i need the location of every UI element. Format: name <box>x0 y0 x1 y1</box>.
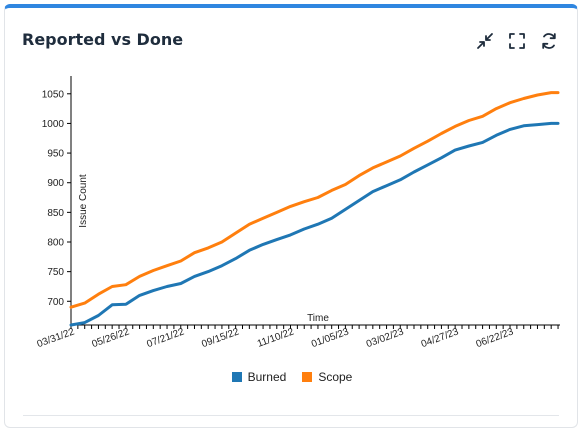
line-chart: 700 750 800 850 900 950 1000 1050 03/31/22 05/26… <box>36 76 560 350</box>
x-tick-label: 07/21/22 <box>145 326 186 350</box>
x-tick-label: 06/22/23 <box>475 326 516 350</box>
x-tick-label: 09/15/22 <box>200 326 241 350</box>
chart-legend: Burned Scope <box>5 370 579 384</box>
card-toolbar <box>475 31 559 51</box>
series-line-scope <box>69 91 560 309</box>
y-axis: 700 750 800 850 900 950 1000 1050 <box>42 76 72 325</box>
y-axis-label: Issue Count <box>78 174 89 228</box>
y-tick-label: 1050 <box>42 89 65 100</box>
y-tick-label: 800 <box>47 238 64 249</box>
x-axis: 03/31/22 05/26/22 07/21/22 09/15/22 11/10/22… <box>36 324 560 350</box>
legend-swatch <box>302 372 313 382</box>
y-tick-label: 750 <box>47 267 64 278</box>
legend-item-burned[interactable]: Burned <box>231 370 287 384</box>
y-tick-label: 900 <box>47 178 64 189</box>
chart-card: Reported vs Done 700 750 800 850 900 950 1000 1… <box>4 4 578 428</box>
legend-label: Scope <box>318 370 353 384</box>
x-tick-label: 11/10/22 <box>256 326 296 350</box>
x-tick-label: 03/02/23 <box>365 326 406 350</box>
x-tick-label: 03/31/22 <box>36 326 77 350</box>
legend-item-scope[interactable]: Scope <box>302 370 352 384</box>
y-tick-label: 1000 <box>42 119 65 130</box>
series-layer <box>69 91 560 327</box>
y-tick-label: 850 <box>47 208 64 219</box>
y-tick-label: 700 <box>47 297 64 308</box>
legend-swatch <box>231 372 242 382</box>
fullscreen-icon[interactable] <box>507 31 527 51</box>
card-title: Reported vs Done <box>22 30 184 49</box>
card-footer-divider <box>23 415 559 416</box>
x-axis-label: Time <box>307 313 329 324</box>
refresh-icon[interactable] <box>539 31 559 51</box>
series-line-burned <box>69 121 560 327</box>
y-tick-label: 950 <box>47 149 64 160</box>
legend-label: Burned <box>247 370 287 384</box>
x-tick-label: 05/26/22 <box>91 326 132 350</box>
collapse-icon[interactable] <box>475 31 495 51</box>
x-tick-label: 04/27/23 <box>420 326 461 350</box>
x-tick-label: 01/05/23 <box>310 326 351 350</box>
